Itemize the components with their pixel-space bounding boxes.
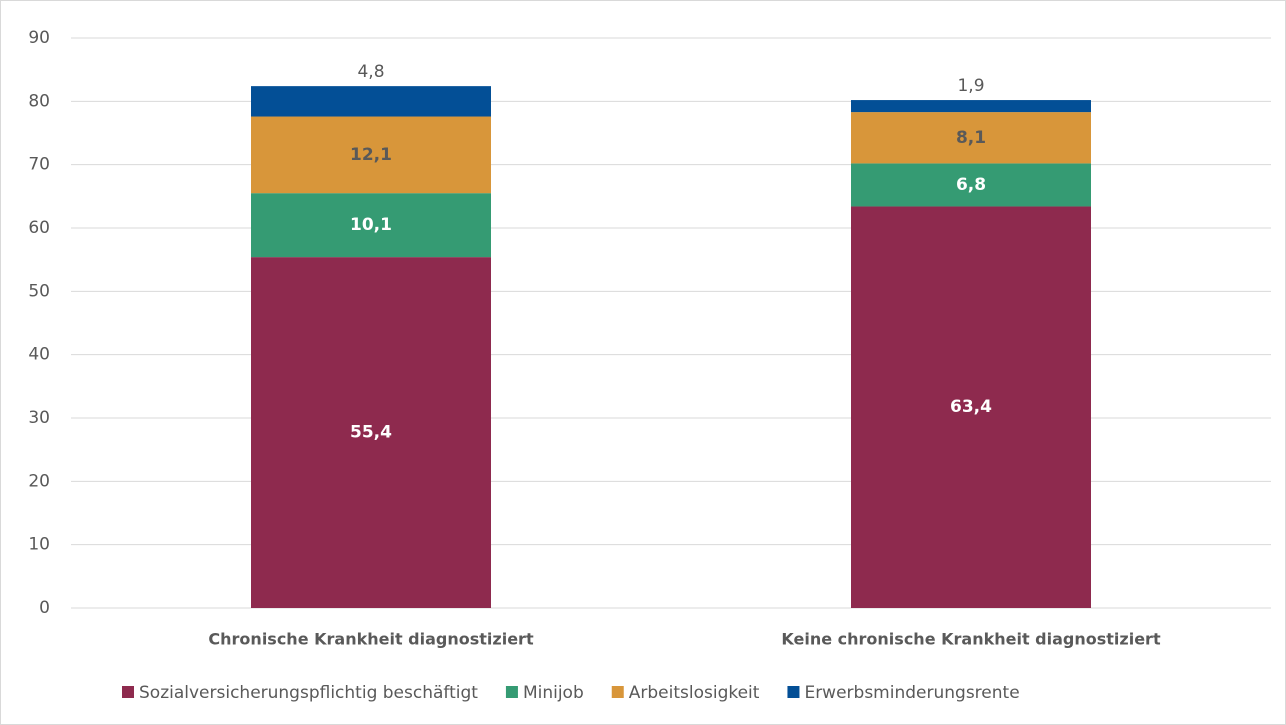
y-tick-label: 40 bbox=[28, 345, 50, 365]
x-tick-label: Chronische Krankheit diagnostiziert bbox=[208, 630, 534, 649]
x-tick-label: Keine chronische Krankheit diagnostizier… bbox=[781, 630, 1161, 649]
legend-swatch bbox=[787, 686, 800, 698]
data-label: 6,8 bbox=[956, 175, 986, 195]
data-label: 1,9 bbox=[957, 76, 984, 96]
y-tick-label: 0 bbox=[39, 598, 50, 618]
y-tick-label: 50 bbox=[28, 281, 50, 301]
y-tick-label: 10 bbox=[28, 535, 50, 555]
legend-swatch bbox=[505, 686, 518, 698]
data-label: 55,4 bbox=[350, 423, 392, 443]
bar-segment bbox=[851, 112, 1091, 164]
y-tick-label: 20 bbox=[28, 471, 50, 491]
legend-label: Arbeitslosigkeit bbox=[629, 683, 760, 703]
legend-label: Erwerbsminderungsrente bbox=[804, 683, 1019, 703]
data-label: 63,4 bbox=[950, 397, 992, 417]
data-label: 10,1 bbox=[350, 215, 392, 235]
bar-segment bbox=[251, 193, 491, 258]
bar-segment bbox=[851, 163, 1091, 207]
y-tick-label: 60 bbox=[28, 218, 50, 238]
bar-segment bbox=[251, 116, 491, 194]
legend-swatch bbox=[611, 686, 624, 698]
bar-segment bbox=[251, 86, 491, 117]
y-tick-label: 80 bbox=[28, 91, 50, 111]
bar-segment bbox=[851, 100, 1091, 113]
data-label: 8,1 bbox=[956, 128, 986, 148]
data-label: 4,8 bbox=[357, 62, 384, 82]
data-label: 12,1 bbox=[350, 145, 392, 165]
bar-segment bbox=[251, 257, 491, 608]
bar-segment bbox=[851, 206, 1091, 608]
legend-label: Minijob bbox=[523, 683, 584, 703]
legend-label: Sozialversicherungspflichtig beschäftigt bbox=[139, 683, 478, 703]
y-tick-label: 70 bbox=[28, 155, 50, 175]
y-tick-label: 30 bbox=[28, 408, 50, 428]
y-tick-label: 90 bbox=[28, 28, 50, 48]
legend-swatch bbox=[122, 686, 134, 698]
